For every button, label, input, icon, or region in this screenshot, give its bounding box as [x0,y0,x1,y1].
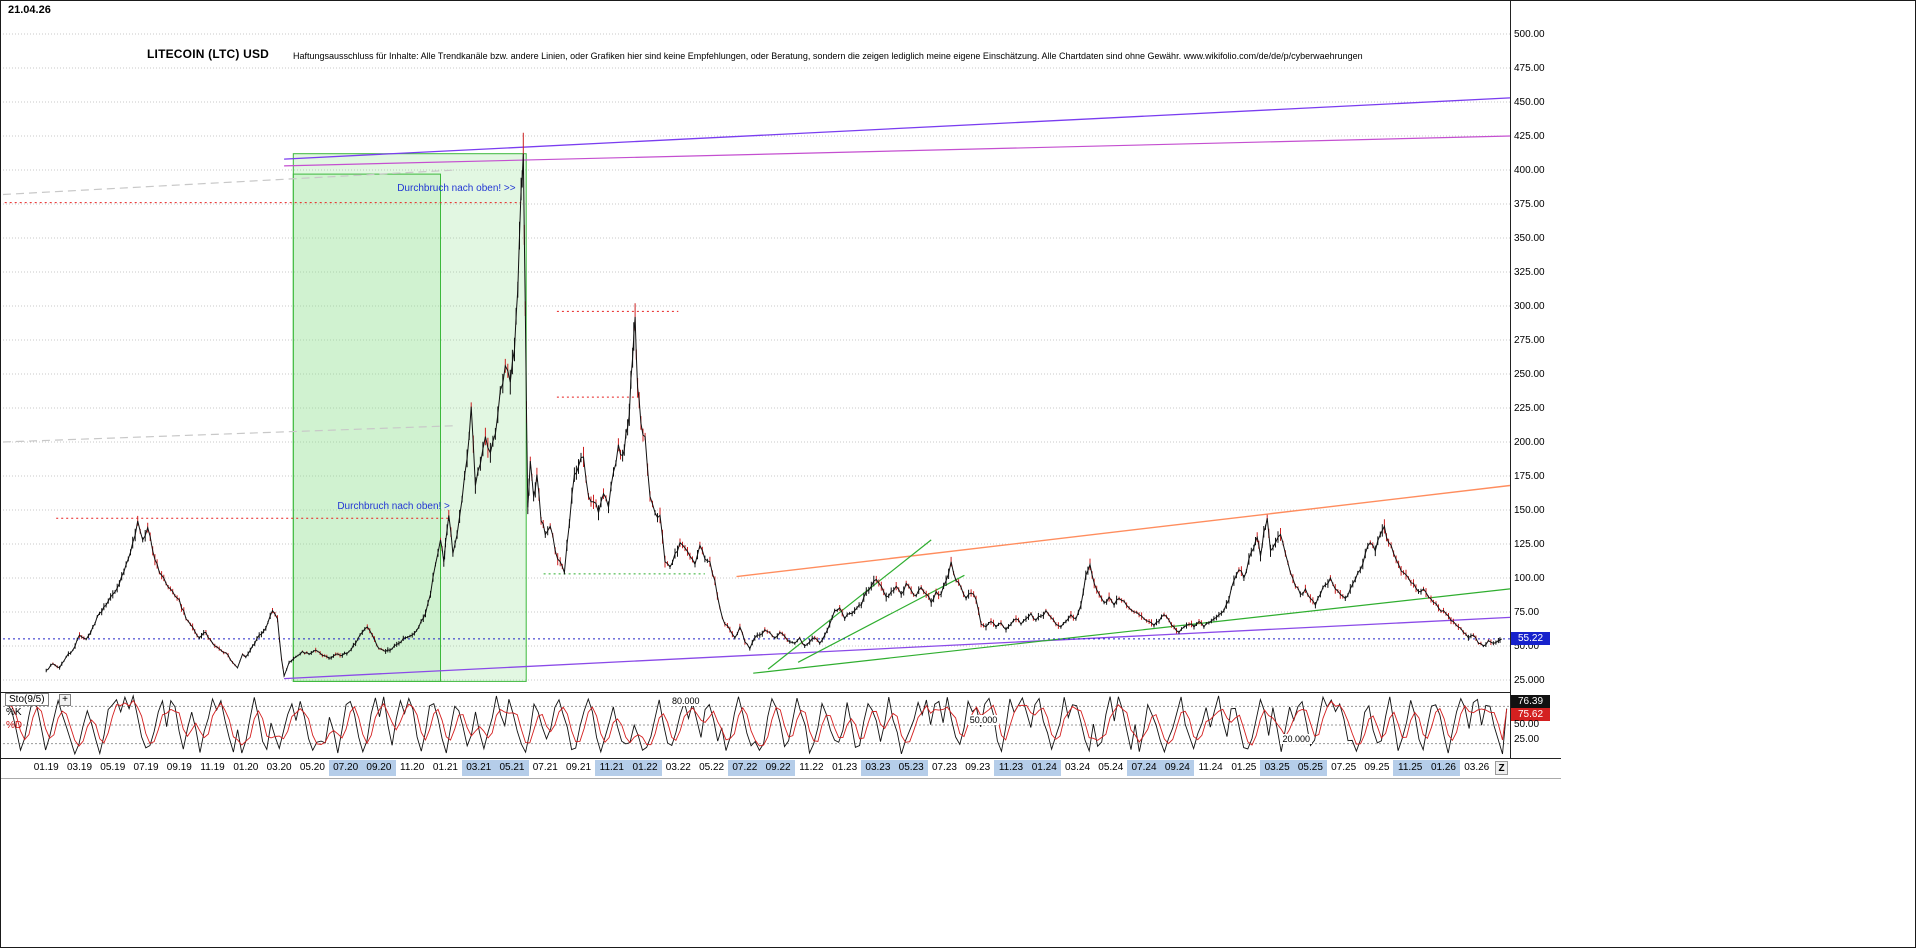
price-tick-label: 400.00 [1514,164,1545,176]
indicator-label: Sto(9/5) [5,693,49,706]
overlay-breakout-boxes[interactable] [292,153,527,682]
price-tick-label: 25.000 [1514,674,1545,686]
stochastic-level-80-label: 80.000 [670,696,702,707]
price-tick-label: 200.00 [1514,436,1545,448]
date-label: 21.04.26 [8,4,51,16]
time-tick-label: 09.21 [566,762,592,773]
time-tick-label: 11.24 [1198,762,1223,773]
chart-title: LITECOIN (LTC) USD [147,47,270,61]
annotation-breakout-lower: Durchbruch nach oben! > [337,501,450,513]
time-tick-label: 01.21 [432,762,458,773]
time-tick-label: 07.20 [328,760,363,776]
time-tick-label: 11.23 [993,760,1028,776]
time-tick-label: 05.21 [494,760,529,776]
time-tick-label: 09.20 [361,760,396,776]
stochastic-level-50-label: 50.000 [967,715,1000,725]
price-tick-label: 175.00 [1514,470,1545,482]
stochastic-d-label: %D [6,720,23,731]
price-tick-label: 75.00 [1514,606,1540,618]
price-tick-label: 150.00 [1514,504,1545,516]
time-tick-label: 01.24 [1027,760,1062,776]
price-tick-label: 475.00 [1514,62,1545,74]
panel-borders [1,1,1561,779]
time-tick-label: 01.22 [628,760,663,776]
time-tick-label: 11.21 [594,760,629,776]
time-tick-label: 09.23 [965,762,991,773]
price-tick-label: 450.00 [1514,96,1545,108]
zoom-button[interactable]: Z [1495,761,1508,775]
time-tick-label: 03.22 [665,762,691,773]
time-tick-label: 09.24 [1160,760,1195,776]
price-tick-label: 500.00 [1514,28,1545,40]
time-tick-label: 03.20 [266,762,292,773]
time-tick-label: 09.19 [166,762,192,773]
time-tick-label: 09.22 [761,760,796,776]
time-tick-label: 01.25 [1231,762,1257,773]
stochastic-k-value-badge: 76.39 [1511,695,1550,708]
current-price-badge: 55.22 [1511,632,1550,646]
price-tick-label: 375.00 [1514,198,1545,210]
time-tick-label: 07.21 [532,762,558,773]
price-tick-label: 300.00 [1514,300,1545,312]
time-tick-label: 05.24 [1098,762,1124,773]
time-tick-label: 07.23 [931,762,957,773]
stochastic-level-20-label: 20.000 [1280,733,1312,744]
time-tick-label: 07.22 [727,760,762,776]
stochastic-d-value-badge: 75.62 [1511,708,1550,721]
stochastic-series [7,694,1508,756]
price-tick-label: 250.00 [1514,368,1545,380]
indicator-add-button[interactable]: + [59,694,71,706]
time-tick-label: 07.25 [1331,762,1357,773]
time-tick-label: 11.20 [400,762,425,773]
time-tick-label: 03.23 [860,760,895,776]
price-tick-label: 425.00 [1514,130,1545,142]
time-tick-label: 01.20 [233,762,259,773]
time-tick-label: 03.26 [1464,762,1490,773]
time-tick-label: 03.21 [461,760,496,776]
time-tick-label: 09.25 [1364,762,1390,773]
time-tick-label: 01.19 [33,762,59,773]
candlestick-series [45,132,1502,678]
time-tick-label: 05.23 [894,760,929,776]
stochastic-k-label: %K [6,707,22,718]
time-tick-label: 01.26 [1426,760,1461,776]
time-tick-label: 03.24 [1065,762,1091,773]
gridlines [3,33,1510,745]
price-tick-label: 325.00 [1514,266,1545,278]
time-tick-label: 07.24 [1127,760,1162,776]
price-tick-label: 275.00 [1514,334,1545,346]
time-tick-label: 05.19 [100,762,126,773]
price-tick-label: 350.00 [1514,232,1545,244]
disclaimer-text: Haftungsausschluss für Inhalte: Alle Tre… [293,51,1363,61]
time-tick-label: 05.22 [699,762,725,773]
price-tick-label: 50.00 [1514,640,1540,652]
overlay-trendlines[interactable] [2,97,1511,680]
price-tick-label: 100.00 [1514,572,1545,584]
time-tick-label: 07.19 [133,762,159,773]
stochastic-scale-50-label: 50.00 [1514,719,1540,730]
time-tick-label: 05.20 [299,762,325,773]
time-tick-label: 03.25 [1260,760,1295,776]
time-tick-label: 11.19 [200,762,225,773]
annotation-breakout-upper: Durchbruch nach oben! >> [397,183,516,195]
price-tick-label: 125.00 [1514,538,1545,550]
stochastic-scale-25-label: 25.00 [1514,734,1540,745]
time-tick-label: 03.19 [66,762,93,773]
time-tick-label: 11.25 [1393,760,1428,776]
time-tick-label: 11.22 [799,762,824,773]
price-tick-label: 225.00 [1514,402,1545,414]
time-tick-label: 05.25 [1293,760,1328,776]
time-tick-label: 01.23 [832,762,858,773]
